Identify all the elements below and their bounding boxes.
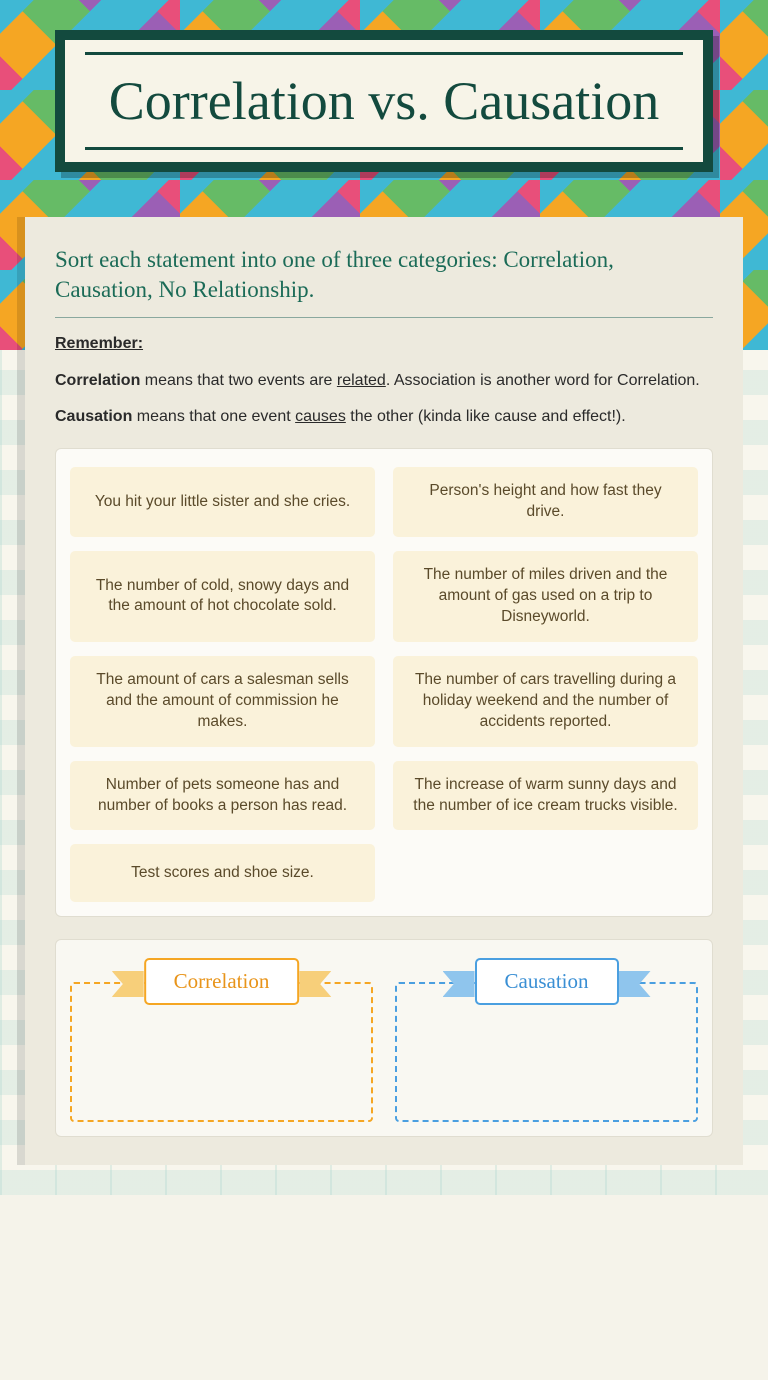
correlation-ribbon: Correlation — [112, 958, 332, 1005]
remember-heading: Remember: — [55, 335, 143, 352]
causation-term: Causation — [55, 408, 132, 425]
ribbon-wing-icon — [299, 967, 331, 997]
statement-tile[interactable]: The number of cold, snowy days and the a… — [70, 551, 375, 642]
statement-tile[interactable]: The amount of cars a salesman sells and … — [70, 656, 375, 747]
ribbon-wing-icon — [619, 967, 651, 997]
drop-zones-row: Correlation Causation — [55, 939, 713, 1137]
statement-tile[interactable]: Test scores and shoe size. — [70, 844, 375, 902]
correlation-def-2: . Association is another word for Correl… — [386, 372, 700, 389]
correlation-def-1: means that two events are — [140, 372, 337, 389]
statement-tile[interactable]: Number of pets someone has and number of… — [70, 761, 375, 831]
title-card: Correlation vs. Causation — [55, 30, 713, 172]
causation-label: Causation — [475, 958, 619, 1005]
instructions-text: Sort each statement into one of three ca… — [55, 245, 713, 318]
causation-underline: causes — [295, 408, 346, 425]
statement-tile[interactable]: Person's height and how fast they drive. — [393, 467, 698, 537]
statement-tile[interactable]: You hit your little sister and she cries… — [70, 467, 375, 537]
page-wrap: Correlation vs. Causation Sort each stat… — [0, 0, 768, 1195]
causation-def-1: means that one event — [132, 408, 295, 425]
causation-drop-zone[interactable]: Causation — [395, 962, 698, 1122]
causation-ribbon: Causation — [443, 958, 651, 1005]
content-card: Sort each statement into one of three ca… — [25, 217, 743, 1165]
ribbon-wing-icon — [112, 967, 144, 997]
tiles-grid: You hit your little sister and she cries… — [70, 467, 698, 902]
correlation-term: Correlation — [55, 372, 140, 389]
correlation-drop-zone[interactable]: Correlation — [70, 962, 373, 1122]
remember-block: Remember: Correlation means that two eve… — [55, 332, 713, 430]
ribbon-wing-icon — [443, 967, 475, 997]
correlation-label: Correlation — [144, 958, 300, 1005]
statement-tile[interactable]: The increase of warm sunny days and the … — [393, 761, 698, 831]
correlation-underline: related — [337, 372, 386, 389]
statement-tile[interactable]: The number of cars travelling during a h… — [393, 656, 698, 747]
statement-tile[interactable]: The number of miles driven and the amoun… — [393, 551, 698, 642]
page-title: Correlation vs. Causation — [105, 70, 663, 132]
causation-def-2: the other (kinda like cause and effect!)… — [346, 408, 626, 425]
statement-pool: You hit your little sister and she cries… — [55, 448, 713, 917]
